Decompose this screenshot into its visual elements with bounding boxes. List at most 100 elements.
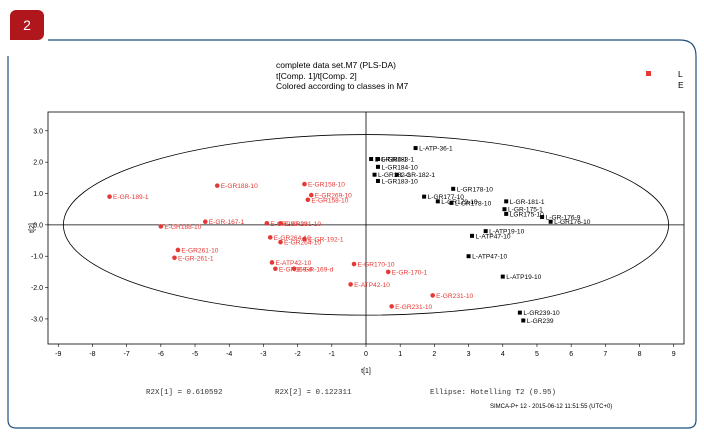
x-tick-label: -8: [89, 351, 95, 358]
data-point-e: E-GR188-10: [214, 183, 258, 190]
legend-item-l: L: [646, 69, 684, 80]
point-marker: [413, 146, 418, 151]
point-marker: [466, 254, 471, 259]
point-marker: [214, 183, 220, 188]
point-marker: [351, 261, 357, 267]
point-label: E-GR170-10: [358, 262, 395, 269]
data-point-e: E-GR261-10: [175, 247, 219, 254]
chart-color-note: Colored according to classes in M7: [276, 81, 409, 91]
point-label: L-GR178-10: [457, 186, 494, 193]
point-marker: [305, 197, 311, 203]
point-marker: [158, 224, 164, 229]
point-label: L-GR-176-9: [546, 215, 581, 222]
data-point-e: E-ATP42-10: [269, 260, 312, 267]
point-label: L-GR184-10: [381, 164, 418, 171]
y-tick-label: 0.0: [33, 222, 43, 229]
point-marker: [470, 233, 474, 238]
data-point-e: E-GR-169-d: [291, 266, 334, 273]
data-point-l: L-GR-175-1: [502, 207, 543, 214]
software-credit: SIMCA-P+ 12 - 2015-06-12 11:51:55 (UTC+0…: [490, 404, 613, 410]
legend-item-e: E: [646, 80, 684, 91]
data-point-e: E-GR264-10: [278, 240, 321, 247]
point-label: L-GR183-10: [381, 178, 418, 185]
point-label: E-GR264-10: [284, 240, 321, 247]
x-tick-label: 4: [501, 351, 505, 358]
point-marker: [348, 282, 353, 287]
point-label: L-GR-181-1: [510, 199, 545, 206]
data-point-l: L-GR178-10: [449, 200, 492, 207]
point-marker: [175, 247, 181, 253]
data-point-l: L-GR178-10: [451, 186, 493, 193]
point-marker: [375, 164, 380, 169]
point-label: L-GR-182-1: [400, 172, 435, 179]
chart-legend: L E: [646, 69, 684, 90]
data-point-l: L-ATP47-10: [466, 254, 507, 261]
point-label: L-GR180-1: [375, 157, 408, 164]
data-point-l: L-ATP-36-1: [413, 146, 453, 153]
x-tick-label: -2: [294, 351, 300, 358]
legend-label-l: L: [678, 69, 683, 79]
y-tick-label: -1.0: [31, 254, 43, 261]
point-label: L-ATP19-10: [489, 229, 524, 236]
chart-subtitle: t[Comp. 1]/t[Comp. 2]: [276, 70, 357, 81]
point-marker: [375, 157, 380, 162]
point-label: L-GR239: [527, 318, 554, 325]
y-tick-label: 3.0: [33, 128, 43, 135]
point-label: LGR175-10: [510, 211, 544, 218]
x-axis-label: t[1]: [361, 368, 371, 375]
legend-swatch-l: [646, 71, 651, 76]
point-marker: [389, 304, 394, 309]
x-tick-label: -9: [55, 351, 61, 358]
figure-number-badge: 2: [10, 10, 44, 40]
point-marker: [302, 181, 307, 187]
point-marker: [202, 219, 208, 225]
data-point-l: L-GR239: [521, 318, 554, 325]
point-label: L-ATP47-10: [472, 254, 507, 261]
y-tick-label: -2.0: [31, 285, 43, 292]
x-tick-label: 0: [364, 351, 368, 358]
data-point-e: E-GR-170-1: [385, 269, 428, 276]
r2x1-stat: R2X[1] = 0.610592: [146, 389, 223, 397]
legend-label-e: E: [678, 79, 684, 90]
point-marker: [269, 260, 275, 265]
point-label: E-GR231-10: [284, 221, 321, 228]
data-point-l: L-ATP19-10: [483, 229, 525, 236]
data-point-e: E-GR231-10: [389, 304, 432, 311]
point-marker: [369, 157, 374, 162]
data-point-l: L-GR179-10: [435, 199, 478, 206]
point-marker: [435, 199, 440, 204]
data-point-l: L-GR-182-1: [394, 172, 435, 179]
point-label: E-GR-169-d: [298, 266, 334, 273]
point-marker: [483, 229, 488, 234]
point-marker: [548, 219, 553, 224]
point-label: E-GR188-10: [164, 224, 201, 231]
data-point-e: E-GR158-10: [302, 182, 345, 189]
point-label: L-GR183-1: [381, 157, 414, 164]
data-point-l: L-ATP19-10: [500, 274, 542, 281]
point-marker: [502, 207, 507, 212]
point-label: E-GR264-10: [274, 235, 311, 242]
data-point-l: L-GR177-10: [422, 194, 464, 201]
point-label: L-ATP47-10: [476, 233, 511, 240]
point-label: E-GR-189-1: [113, 194, 149, 201]
point-marker: [372, 172, 377, 177]
point-label: E-GR230-10: [270, 221, 307, 228]
point-label: L-GR177-10: [428, 194, 465, 201]
point-label: E-ATP42-10: [275, 260, 311, 267]
x-tick-label: 1: [398, 351, 402, 358]
point-marker: [107, 194, 112, 199]
x-tick-label: 5: [535, 351, 539, 358]
point-marker: [394, 172, 399, 177]
x-tick-label: -1: [329, 351, 335, 358]
data-point-e: E-GR170-10: [351, 261, 395, 269]
point-label: L-ATP19-10: [506, 274, 541, 281]
x-tick-label: 6: [569, 351, 573, 358]
point-label: E-GR-167-1: [209, 219, 245, 226]
data-point-e: E-GR231-10: [278, 221, 321, 228]
y-tick-label: -3.0: [31, 316, 43, 323]
point-marker: [540, 215, 545, 220]
point-marker: [267, 235, 273, 240]
data-point-l: L-GR182-1: [372, 172, 411, 179]
data-point-e: E-GR-261-1: [172, 255, 214, 262]
